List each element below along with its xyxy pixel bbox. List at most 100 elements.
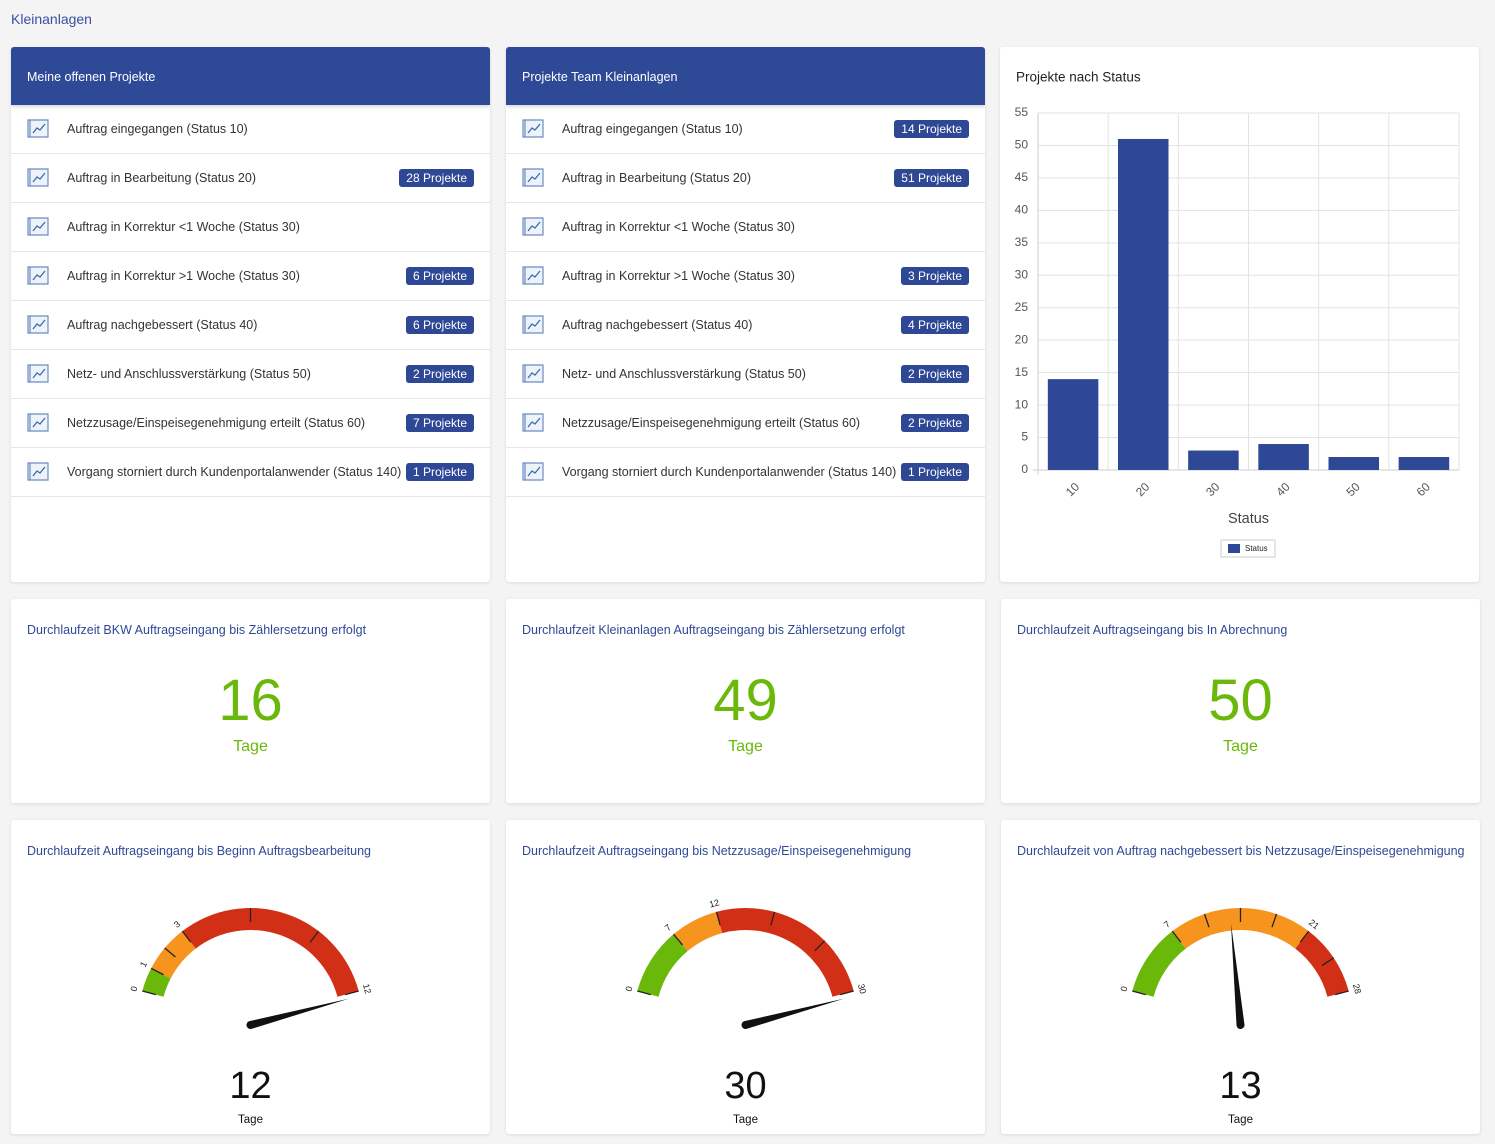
gauge-tick-label: 12 <box>361 983 373 995</box>
list-row[interactable]: Auftrag in Korrektur <1 Woche (Status 30… <box>506 203 985 252</box>
gauge-tick <box>839 990 854 996</box>
list-row[interactable]: Auftrag in Korrektur >1 Woche (Status 30… <box>506 252 985 301</box>
list-row[interactable]: Vorgang storniert durch Kundenportalanwe… <box>506 448 985 497</box>
gauge-tick-label: 7 <box>1162 919 1172 930</box>
list-row[interactable]: Netz- und Anschlussverstärkung (Status 5… <box>506 350 985 399</box>
icon-line <box>32 172 46 183</box>
row-icon <box>522 364 544 383</box>
badge[interactable]: 2 Projekte <box>900 365 969 383</box>
gauge-minor-tick <box>309 930 320 943</box>
list-row[interactable]: Netzzusage/Einspeisegenehmigung erteilt … <box>11 399 490 448</box>
x-tick-label: 10 <box>1063 480 1083 500</box>
kpi-unit: Tage <box>1223 738 1258 755</box>
list-header: Meine offenen Projekte <box>11 47 490 105</box>
row-label: Auftrag nachgebessert (Status 40) <box>67 318 258 332</box>
page-title: Kleinanlagen <box>11 11 92 27</box>
icon-line <box>527 270 541 281</box>
gauge-tick-label: 28 <box>1351 983 1363 995</box>
badge[interactable]: 1 Projekte <box>900 463 969 481</box>
badge[interactable]: 6 Projekte <box>405 316 474 334</box>
y-tick-label: 25 <box>1015 300 1029 314</box>
icon-line <box>527 123 541 134</box>
gauge-value: 12 <box>229 1065 271 1107</box>
legend-swatch <box>1228 544 1240 553</box>
gauge-tick-label: 3 <box>172 919 182 930</box>
icon-line <box>32 466 46 477</box>
bar <box>1258 444 1309 470</box>
gauge-minor-tick <box>1203 913 1210 928</box>
gauge-title: Durchlaufzeit Auftragseingang bis Netzzu… <box>522 844 912 858</box>
gauge-title: Durchlaufzeit von Auftrag nachgebessert … <box>1017 844 1465 858</box>
gauge-minor-tick <box>814 940 826 952</box>
gauge-tick <box>150 967 164 976</box>
row-label: Auftrag nachgebessert (Status 40) <box>562 318 753 332</box>
gauge-unit: Tage <box>733 1114 758 1126</box>
row-icon <box>27 217 49 236</box>
icon-line <box>32 270 46 281</box>
row-icon <box>27 315 49 334</box>
gauge-tick <box>673 933 684 946</box>
list-row[interactable]: Auftrag nachgebessert (Status 40) 6 Proje… <box>11 301 490 350</box>
list-row[interactable]: Auftrag in Bearbeitung (Status 20) 51 Pro… <box>506 154 985 203</box>
row-label: Auftrag in Korrektur >1 Woche (Status 30… <box>562 269 795 283</box>
gauge-tick-label: 7 <box>663 922 673 933</box>
bar-chart: Projekte nach Status 0 5 10 15 20 25 30 35 40 45 50… <box>1015 70 1460 558</box>
list-row[interactable]: Netz- und Anschlussverstärkung (Status 5… <box>11 350 490 399</box>
gauge-minor-tick <box>1321 957 1334 967</box>
badge[interactable]: 1 Projekte <box>405 463 474 481</box>
y-tick-label: 40 <box>1015 203 1029 217</box>
row-icon <box>27 462 49 481</box>
icon-line <box>527 466 541 477</box>
list-row[interactable]: Auftrag in Korrektur <1 Woche (Status 30… <box>11 203 490 252</box>
list-row[interactable]: Auftrag in Bearbeitung (Status 20) 28 Pro… <box>11 154 490 203</box>
row-icon <box>522 217 544 236</box>
row-label: Netz- und Anschlussverstärkung (Status 5… <box>67 367 311 381</box>
list-row[interactable]: Vorgang storniert durch Kundenportalanwe… <box>11 448 490 497</box>
gauge-tick-label: 0 <box>1119 985 1130 992</box>
gauge-tick <box>1334 990 1349 996</box>
list-row[interactable]: Auftrag in Korrektur >1 Woche (Status 30… <box>11 252 490 301</box>
row-label: Auftrag in Korrektur >1 Woche (Status 30… <box>67 269 300 283</box>
row-label: Auftrag eingegangen (Status 10) <box>67 122 248 136</box>
row-label: Vorgang storniert durch Kundenportalanwe… <box>67 465 402 479</box>
y-tick-label: 5 <box>1021 430 1028 444</box>
bar <box>1047 379 1099 470</box>
row-icon <box>27 119 49 138</box>
list-header: Projekte Team Kleinanlagen <box>506 47 985 105</box>
gauge-minor-tick <box>164 947 176 958</box>
y-tick-label: 10 <box>1015 397 1029 411</box>
list-row[interactable]: Netzzusage/Einspeisegenehmigung erteilt … <box>506 399 985 448</box>
y-tick-label: 20 <box>1015 332 1029 346</box>
list-row[interactable]: Auftrag eingegangen (Status 10) <box>11 105 490 154</box>
kpi-value: 16 <box>218 668 283 733</box>
badge[interactable]: 3 Projekte <box>900 267 969 285</box>
icon-line <box>32 221 46 232</box>
x-axis-label: Status <box>1228 511 1269 527</box>
badge[interactable]: 6 Projekte <box>405 267 474 285</box>
badge[interactable]: 51 Projekte <box>894 169 969 187</box>
x-tick-label: 40 <box>1273 480 1293 500</box>
row-icon <box>522 315 544 334</box>
card: Durchlaufzeit Auftragseingang bis Beginn… <box>11 820 490 1134</box>
badge[interactable]: 2 Projekte <box>405 365 474 383</box>
row-label: Netz- und Anschlussverstärkung (Status 5… <box>562 367 806 381</box>
list-row[interactable]: Auftrag nachgebessert (Status 40) 4 Proje… <box>506 301 985 350</box>
gauge-band <box>1132 931 1186 997</box>
badge[interactable]: 28 Projekte <box>399 169 474 187</box>
y-tick-label: 35 <box>1015 235 1029 249</box>
y-tick-label: 50 <box>1015 138 1029 152</box>
kpi-unit: Tage <box>728 738 763 755</box>
row-icon <box>27 266 49 285</box>
gauge-tick-label: 12 <box>708 897 720 909</box>
kpi-title: Durchlaufzeit BKW Auftragseingang bis Zä… <box>27 623 367 637</box>
gauge-minor-tick <box>1271 913 1278 928</box>
card: Durchlaufzeit von Auftrag nachgebessert … <box>1001 820 1480 1134</box>
card: Projekte Team Kleinanlagen Auftrag eingeg… <box>506 47 985 582</box>
kpi-title: Durchlaufzeit Kleinanlagen Auftragseinga… <box>522 623 905 637</box>
badge[interactable]: 7 Projekte <box>405 414 474 432</box>
badge[interactable]: 14 Projekte <box>894 120 969 138</box>
badge[interactable]: 2 Projekte <box>900 414 969 432</box>
list-row[interactable]: Auftrag eingegangen (Status 10) 14 Projek… <box>506 105 985 154</box>
badge[interactable]: 4 Projekte <box>900 316 969 334</box>
